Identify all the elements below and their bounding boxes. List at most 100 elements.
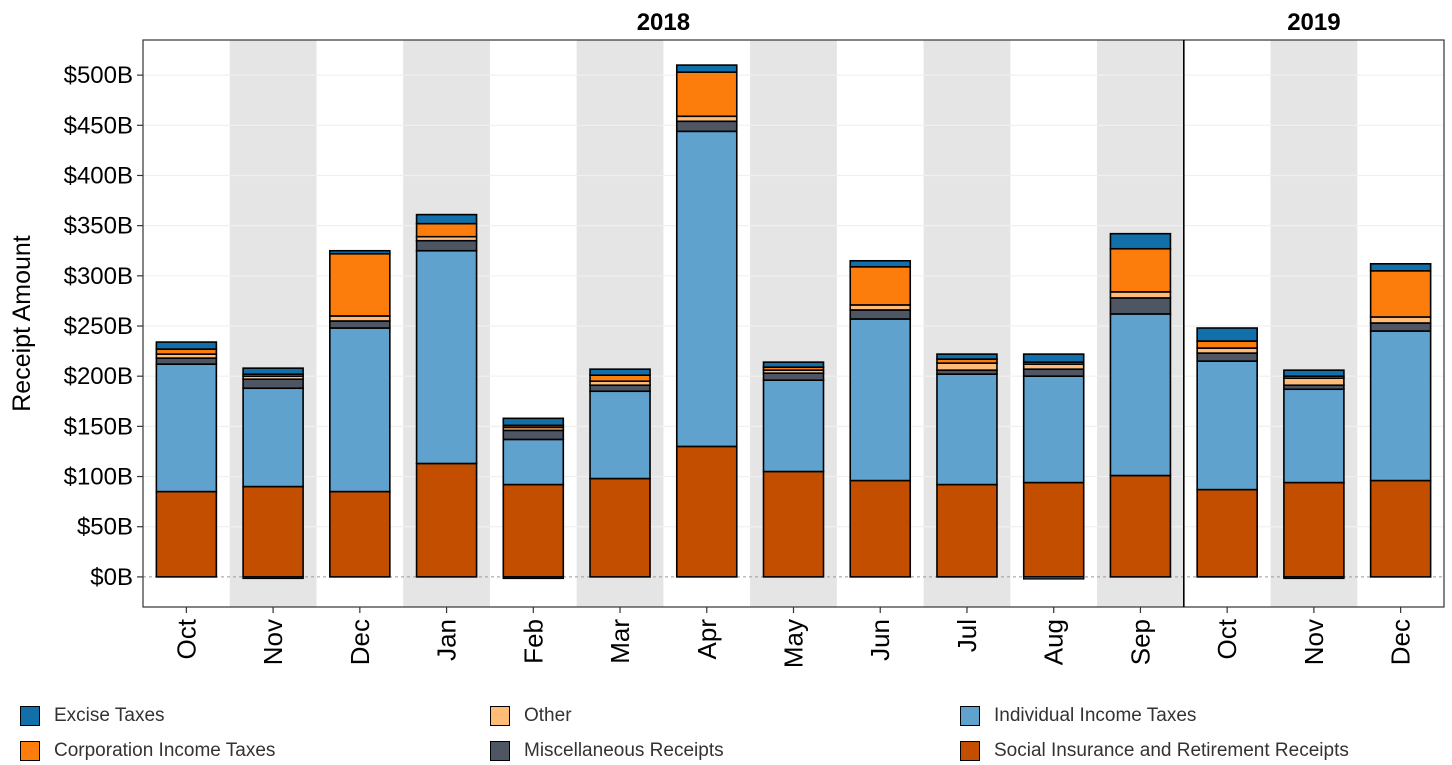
bar-segment (675, 64, 738, 73)
bar-segment (1022, 375, 1085, 484)
x-tick-label: Mar (605, 619, 635, 664)
bar-segment (1022, 353, 1085, 363)
bar-segment (936, 483, 998, 578)
legend-label: Corporation Income Taxes (54, 740, 276, 761)
bar-segment (762, 361, 825, 368)
bar-segment (849, 265, 912, 306)
bar-segment (415, 249, 478, 465)
x-tick-label: Sep (1125, 619, 1155, 665)
bar-segment (1369, 270, 1432, 318)
bar-segment (762, 470, 825, 578)
bar-segment (329, 327, 391, 493)
bar-segment (589, 384, 651, 393)
legend-label: Miscellaneous Receipts (524, 740, 724, 761)
bar-segment (1369, 262, 1432, 272)
bar-segment (762, 372, 825, 382)
bar-segment (242, 367, 304, 375)
bar-segment (1196, 360, 1258, 491)
bar-segment (155, 357, 218, 365)
y-tick-label: $350B (64, 213, 133, 240)
y-axis-title: Receipt Amount (8, 235, 36, 412)
bar-segment (415, 213, 478, 225)
bar-segment (415, 239, 478, 252)
bar-segment (415, 462, 478, 578)
legend-swatch-excise-taxes (20, 706, 40, 726)
x-tick-label: Dec (345, 619, 375, 665)
bar-segment (1109, 232, 1172, 250)
bar-segment (849, 259, 912, 268)
y-tick-label: $450B (64, 112, 133, 139)
bar-segment (1109, 297, 1172, 315)
bar-segment (502, 429, 565, 441)
bar-segment (589, 368, 651, 376)
bar-segment (1369, 316, 1432, 324)
bar-segment (589, 390, 651, 480)
legend-label: Individual Income Taxes (994, 705, 1197, 726)
bar-segment (675, 71, 738, 118)
legend-item-other: Other (490, 702, 572, 730)
legend-item-miscellaneous-receipts: Miscellaneous Receipts (490, 737, 724, 765)
x-tick-label: Dec (1386, 619, 1416, 665)
bar-segment (1369, 322, 1432, 332)
bar-segment (155, 490, 218, 578)
bars (155, 64, 1432, 580)
bar-segment (936, 373, 998, 486)
x-tick-label: Oct (171, 618, 201, 659)
bar-segment (1283, 481, 1345, 578)
legend: Excise Taxes Other Individual Income Tax… (0, 690, 1452, 765)
bar-segment (849, 309, 912, 320)
y-tick-label: $300B (64, 263, 133, 290)
bar-segment (1196, 488, 1258, 578)
bar-segment (849, 479, 912, 578)
bar-segment (329, 490, 391, 578)
bar-segment (1109, 474, 1172, 578)
y-tick-label: $500B (64, 62, 133, 89)
bar-segment (1196, 352, 1258, 362)
x-tick-label: Nov (1299, 619, 1329, 665)
bar-segment (936, 353, 998, 360)
legend-item-excise-taxes: Excise Taxes (20, 702, 165, 730)
bar-segment (1283, 388, 1345, 484)
legend-item-corporation-income-taxes: Corporation Income Taxes (20, 737, 275, 765)
y-tick-label: $400B (64, 162, 133, 189)
bar-segment-negative (1023, 576, 1085, 580)
legend-swatch-social-insurance (960, 741, 980, 761)
bar-segment (329, 249, 391, 255)
bar-segment (936, 362, 998, 371)
legend-item-individual-income-taxes: Individual Income Taxes (960, 702, 1196, 730)
year-label: 2018 (637, 9, 690, 36)
y-tick-label: $250B (64, 313, 133, 340)
bar-segment (675, 120, 738, 133)
bar-segment (1109, 313, 1172, 477)
y-tick-label: $150B (64, 413, 133, 440)
x-tick-label: Nov (258, 619, 288, 665)
bar-segment (589, 477, 651, 578)
bar-segment (242, 485, 304, 578)
bar-segment (242, 387, 304, 488)
legend-swatch-other (490, 706, 510, 726)
bar-segment (762, 379, 825, 473)
x-tick-label: Jan (432, 619, 462, 661)
x-tick-label: Aug (1039, 619, 1069, 665)
bar-segment (675, 130, 738, 448)
x-tick-label: May (779, 619, 809, 668)
legend-item-social-insurance: Social Insurance and Retirement Receipts (960, 737, 1349, 765)
bar-segment (1109, 247, 1172, 293)
bar-segment-negative (502, 576, 564, 580)
bar-segment (329, 320, 391, 329)
legend-swatch-corporation-income-taxes (20, 741, 40, 761)
x-tick-label: Jul (952, 619, 982, 652)
bar-segment (242, 378, 304, 390)
bar-segment (1196, 340, 1258, 349)
stacked-bar-chart: Oct Nov Dec Jan Feb Mar Apr May Jun Jul Aug Sep Oct N… (8, 9, 1445, 668)
legend-label: Other (524, 705, 572, 726)
x-tick-label: Oct (1212, 618, 1242, 659)
legend-swatch-individual-income-taxes (960, 706, 980, 726)
bar-segment (1022, 481, 1085, 578)
x-tick-label: Feb (518, 619, 548, 664)
bar-segment (1196, 327, 1258, 342)
x-tick-label: Apr (692, 619, 722, 660)
legend-label: Social Insurance and Retirement Receipts (994, 740, 1349, 761)
year-label: 2019 (1287, 9, 1340, 36)
